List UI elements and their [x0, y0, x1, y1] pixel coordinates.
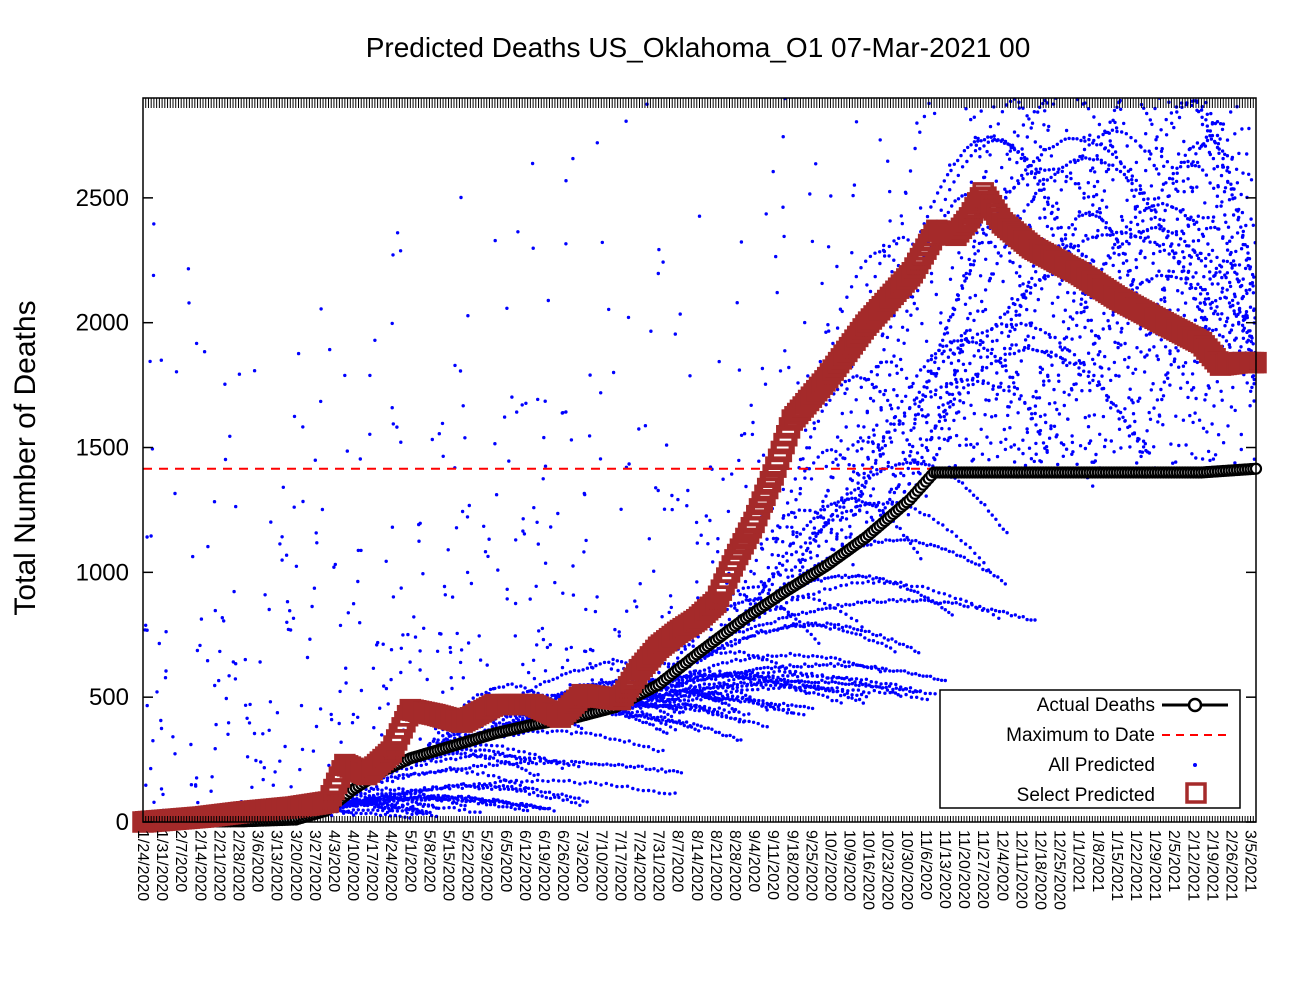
x-tick-label: 1/1/2021: [1070, 830, 1087, 892]
x-tick-label: 3/27/2020: [306, 830, 323, 901]
x-tick-label: 1/24/2020: [134, 830, 151, 901]
x-tick-label: 2/12/2021: [1184, 830, 1201, 901]
x-tick-label: 11/13/2020: [936, 830, 953, 909]
legend-swatch-predicted: [1193, 763, 1197, 767]
x-axis: 1/24/2020 1/31/2020 2/7/2020 2/14/2020 2/21/…: [134, 98, 1259, 910]
x-tick-label: 2/19/2021: [1203, 830, 1220, 901]
x-tick-label: 2/26/2021: [1222, 830, 1239, 901]
x-tick-label: 1/31/2020: [153, 830, 170, 901]
x-tick-label: 10/2/2020: [821, 830, 838, 901]
legend-label-select: Select Predicted: [1017, 785, 1155, 806]
x-tick-label: 7/3/2020: [573, 830, 590, 892]
x-tick-label: 10/16/2020: [860, 830, 877, 910]
x-tick-label: 7/31/2020: [650, 830, 667, 901]
x-tick-label: 2/28/2020: [229, 830, 246, 901]
y-tick-label: 0: [116, 809, 129, 836]
legend-label-actual: Actual Deaths: [1037, 695, 1155, 716]
x-tick-label: 4/10/2020: [344, 830, 361, 901]
x-tick-label: 8/28/2020: [726, 830, 743, 901]
x-tick-label: 2/5/2021: [1165, 830, 1182, 892]
select-predicted-point: [754, 484, 776, 507]
x-tick-label: 6/19/2020: [535, 830, 552, 901]
y-axis-label: Total Number of Deaths: [9, 300, 42, 615]
select-predicted-point: [759, 471, 782, 493]
x-tick-label: 4/3/2020: [325, 830, 342, 892]
x-tick-label: 1/22/2021: [1127, 830, 1144, 901]
chart-title: Predicted Deaths US_Oklahoma_O1 07-Mar-2…: [366, 32, 1031, 63]
x-tick-label: 5/1/2020: [401, 830, 418, 892]
y-tick-label: 1500: [76, 435, 129, 462]
x-tick-label: 8/14/2020: [688, 830, 705, 901]
legend-label-predicted: All Predicted: [1048, 755, 1155, 776]
x-tick-label: 10/23/2020: [879, 830, 896, 910]
x-tick-label: 6/12/2020: [516, 830, 533, 901]
x-tick-label: 6/5/2020: [497, 830, 514, 892]
x-tick-label: 3/20/2020: [287, 830, 304, 901]
select-predicted-point: [756, 477, 779, 500]
x-tick-label: 12/11/2020: [1012, 830, 1029, 909]
select-predicted-point: [751, 491, 773, 513]
x-tick-label: 11/6/2020: [917, 830, 934, 900]
x-tick-label: 11/27/2020: [974, 830, 991, 909]
legend-label-max: Maximum to Date: [1006, 725, 1155, 746]
x-tick-label: 8/21/2020: [707, 830, 724, 901]
x-tick-label: 8/7/2020: [669, 830, 686, 892]
x-tick-label: 7/17/2020: [611, 830, 628, 901]
x-tick-label: 12/18/2020: [1031, 830, 1048, 910]
x-tick-label: 9/18/2020: [783, 830, 800, 901]
y-tick-label: 500: [89, 684, 129, 711]
x-tick-label: 10/30/2020: [898, 830, 915, 910]
x-tick-label: 12/25/2020: [1051, 830, 1068, 910]
select-predicted-point: [743, 511, 765, 534]
x-tick-label: 2/14/2020: [191, 830, 208, 901]
x-tick-label: 5/15/2020: [440, 830, 457, 901]
select-predicted-series: [132, 182, 1267, 833]
x-tick-label: 3/6/2020: [249, 830, 266, 892]
x-tick-label: 5/29/2020: [478, 830, 495, 901]
x-tick-label: 3/13/2020: [268, 830, 285, 901]
legend-swatch-actual-marker: [1187, 697, 1203, 713]
y-axis: 0 500 1000 1500 2000 2500: [76, 185, 1256, 836]
x-tick-label: 7/10/2020: [592, 830, 609, 901]
y-tick-label: 2000: [76, 310, 129, 337]
x-tick-label: 2/21/2020: [210, 830, 227, 901]
x-tick-label: 1/8/2021: [1089, 830, 1106, 892]
x-tick-label: 9/11/2020: [764, 830, 781, 900]
x-tick-label: 11/20/2020: [955, 830, 972, 909]
x-tick-label: 3/5/2021: [1242, 830, 1259, 892]
x-tick-label: 9/4/2020: [745, 830, 762, 892]
x-tick-label: 7/24/2020: [630, 830, 647, 901]
x-tick-label: 4/24/2020: [382, 830, 399, 901]
x-tick-label: 9/25/2020: [802, 830, 819, 901]
x-tick-label: 5/8/2020: [420, 830, 437, 892]
legend: Actual Deaths Maximum to Date All Predic…: [939, 689, 1241, 809]
x-tick-label: 4/17/2020: [363, 830, 380, 901]
x-tick-label: 2/7/2020: [172, 830, 189, 892]
x-tick-label: 12/4/2020: [993, 830, 1010, 901]
legend-swatch-select: [1185, 782, 1207, 804]
x-tick-label: 6/26/2020: [554, 830, 571, 901]
x-tick-label: 1/15/2021: [1108, 830, 1125, 901]
y-tick-label: 2500: [76, 185, 129, 212]
select-predicted-point: [746, 504, 768, 527]
x-tick-label: 1/29/2021: [1146, 830, 1163, 901]
y-tick-label: 1000: [76, 559, 129, 586]
x-tick-label: 5/22/2020: [459, 830, 476, 901]
select-predicted-point: [748, 498, 771, 520]
x-tick-label: 10/9/2020: [841, 830, 858, 901]
